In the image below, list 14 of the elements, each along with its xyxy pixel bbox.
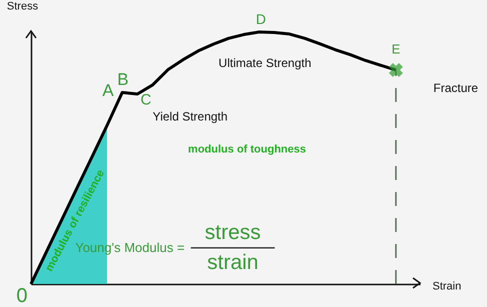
text: D [256, 10, 266, 27]
annotation: Yield Strength [152, 109, 228, 124]
annotation: E [392, 42, 401, 57]
annotation: B [117, 70, 129, 90]
annotation: Ultimate Strength [218, 56, 312, 70]
annotation: modulus of toughness [188, 143, 306, 156]
y-axis-title: Stress [6, 0, 39, 12]
text: Fracture [433, 81, 478, 96]
annotation: stress [204, 220, 261, 244]
annotation: strain [207, 250, 258, 274]
x-axis-title: Strain [432, 280, 462, 292]
text: 0 [16, 285, 28, 307]
annotation: A [102, 81, 114, 100]
annotation: C [140, 91, 152, 108]
